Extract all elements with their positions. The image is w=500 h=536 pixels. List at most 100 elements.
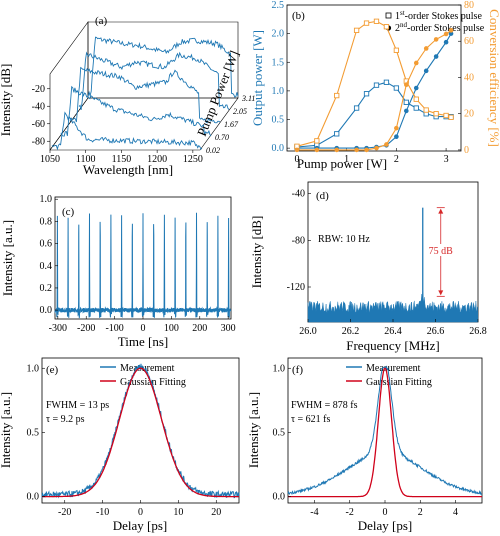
panel-b-y-tick-label: 1.5 — [272, 57, 285, 68]
panel-e-x-tick-label: 0 — [138, 507, 143, 518]
panel-b-point-circle — [354, 147, 359, 153]
panel-b-legend: 1st-order Stokes pulse 2nd-order Stokes … — [385, 9, 485, 34]
panel-b-point-square — [314, 138, 320, 144]
panel-d-snr-label-bg — [430, 244, 451, 256]
panel-b-y-right-tick-label: 20 — [464, 109, 474, 120]
panel-b-point-square — [403, 99, 409, 105]
panel-a-pump-tick-label: 0.70 — [215, 133, 229, 142]
panel-b-point-circle — [448, 28, 454, 33]
panel-a-ylabel: Intensity [dB] — [0, 64, 13, 137]
panel-d-x-tick-label: 26.8 — [469, 326, 487, 337]
panel-c-pulse-train: (c) Time [ns] Intensity [a.u.] -300 -200-… — [0, 194, 236, 349]
panel-b-point-circle — [423, 46, 429, 51]
legend-measurement-label: Measurement — [120, 363, 175, 374]
panel-f-y-tick-label: 0.0 — [273, 492, 286, 503]
panel-e-xlabel: Delay [ps] — [113, 518, 168, 533]
panel-f-x-tick-label: 4 — [453, 507, 458, 518]
panel-d-label: (d) — [316, 190, 329, 202]
panel-b-y-tick-label: 2.5 — [272, 0, 285, 11]
panel-c-pulse-trace — [54, 212, 232, 319]
panel-b-point-square — [334, 131, 340, 137]
panel-f-gaussian-fit — [288, 367, 482, 498]
panel-b-x-tick-label: 1 — [344, 154, 349, 165]
panel-b-point-circle — [443, 39, 449, 45]
panel-c-x-tick-label: -100 — [105, 323, 123, 334]
panel-f-autocorrelation: (f) FWHM = 878 fs τ = 621 fs Measurement… — [246, 357, 483, 533]
panel-a-pump-tick-label: 1.67 — [224, 120, 239, 129]
panel-c-y-tick-label: 0.0 — [40, 305, 53, 316]
panel-a-x-tick-label: 1050 — [40, 154, 60, 165]
panel-e-fwhm-note: FWHM = 13 ps — [46, 400, 109, 411]
panel-a-spectrum-trace — [51, 111, 203, 151]
panel-e-y-tick-label: 0.5 — [27, 427, 40, 438]
panel-e-tau-note: τ = 9.2 ps — [46, 414, 85, 425]
panel-f-fwhm-note: FWHM = 878 fs — [291, 400, 358, 411]
panel-a-spectrum-trace — [60, 85, 212, 137]
panel-b-x-tick-label: 0 — [294, 154, 299, 165]
panel-a-spectrum-trace — [78, 51, 230, 110]
panel-b-point-square — [373, 82, 380, 88]
panel-b-point-square — [363, 20, 370, 26]
panel-b-y-right-tick-label: 0 — [464, 145, 469, 156]
panel-b-point-circle — [448, 31, 454, 36]
panel-a-label: (a) — [95, 15, 108, 27]
panel-e-x-tick-label: 20 — [211, 507, 221, 518]
panel-b-point-circle — [364, 147, 369, 153]
panel-a-y-tick-label: -80 — [32, 136, 45, 147]
panel-b-point-square — [373, 18, 380, 24]
panel-b-y-right-tick-label: 80 — [464, 0, 474, 11]
panel-d-xlabel: Frequency [MHz] — [346, 338, 440, 353]
panel-b-point-circle — [404, 82, 409, 88]
panel-a-xlabel: Wavelength [nm] — [83, 162, 173, 177]
panel-d-snr-label: 75 dB — [429, 246, 454, 257]
panel-a-x-tick-label: 1100 — [76, 154, 96, 165]
panel-b-x-tick-label: 2 — [394, 154, 399, 165]
panel-d-x-tick-label: 26.0 — [299, 326, 317, 337]
panel-b-point-square — [433, 111, 439, 117]
panel-b-point-circle — [413, 85, 419, 91]
panel-c-x-tick-label: 300 — [221, 323, 236, 334]
panel-b-point-square — [353, 27, 360, 34]
panel-b-y-right-tick-label: 60 — [464, 36, 474, 47]
panel-a-spectrum-trace — [87, 36, 239, 98]
panel-d-snr-arrowhead-bottom — [438, 290, 444, 296]
legend-measurement-label: Measurement — [366, 363, 421, 374]
panel-f-legend: Measurement Gaussian Fitting — [346, 363, 432, 388]
panel-e-measurement-trace — [41, 363, 240, 499]
panel-f-tau-note: τ = 621 fs — [291, 414, 330, 425]
panel-d-y-tick-label: -40 — [292, 189, 305, 200]
panel-c-y-tick-label: 0.6 — [40, 239, 53, 250]
legend-label-2nd-order: 2nd-order Stokes pulse — [395, 21, 485, 34]
panel-b-point-square — [383, 24, 390, 30]
panel-b-point-square — [363, 91, 370, 97]
panel-e-gaussian-fit — [42, 367, 239, 498]
panel-d-rbw-note: RBW: 10 Hz — [318, 234, 370, 245]
panel-b-point-circle — [443, 31, 449, 37]
panel-b-point-square — [334, 92, 340, 99]
panel-b-y-tick-label: 0.0 — [272, 143, 285, 154]
panel-b-point-circle — [433, 37, 439, 42]
panel-c-ylabel: Intensity [a.u.] — [0, 220, 15, 296]
panel-a-floor — [49, 97, 239, 151]
legend-open-square-marker — [385, 12, 392, 19]
panel-e-autocorrelation: (e) FWHM = 13 ps τ = 9.2 ps Measurement … — [0, 357, 240, 533]
panel-f-y-tick-label: 0.5 — [273, 427, 286, 438]
panel-b-frame — [286, 4, 462, 152]
panel-c-x-tick-label: -200 — [77, 323, 95, 334]
panel-c-y-tick-label: 0.4 — [40, 261, 53, 272]
panel-a-3d-spectra: 3.11 2.05 1.67 0.70 0.02 1050 1100 1150 1200 1250… — [0, 15, 255, 177]
panel-b-point-circle — [404, 108, 409, 114]
panel-d-x-tick-label: 26.6 — [427, 326, 445, 337]
panel-b-point-circle — [433, 54, 439, 59]
panel-c-y-tick-label: 0.2 — [40, 283, 53, 294]
panel-b-point-square — [353, 105, 360, 111]
panel-c-x-tick-label: 200 — [192, 323, 207, 334]
panel-e-x-tick-label: -10 — [96, 507, 109, 518]
panel-b-point-circle — [334, 147, 340, 153]
panel-f-y-tick-label: 1.0 — [273, 363, 286, 374]
panel-f-x-tick-label: -2 — [346, 507, 354, 518]
panel-d-noise-floor — [307, 290, 479, 323]
panel-d-x-tick-label: 26.2 — [342, 326, 360, 337]
panel-a-y-tick-label: -60 — [32, 119, 45, 130]
